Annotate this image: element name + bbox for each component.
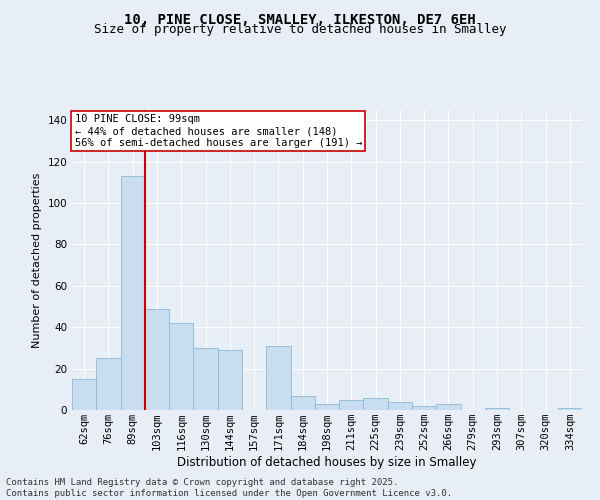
Bar: [193, 348, 218, 410]
Bar: [266, 346, 290, 410]
Bar: [364, 398, 388, 410]
Bar: [218, 350, 242, 410]
Bar: [436, 404, 461, 410]
Text: 10 PINE CLOSE: 99sqm
← 44% of detached houses are smaller (148)
56% of semi-deta: 10 PINE CLOSE: 99sqm ← 44% of detached h…: [74, 114, 362, 148]
Bar: [72, 379, 96, 410]
Bar: [145, 308, 169, 410]
Text: Size of property relative to detached houses in Smalley: Size of property relative to detached ho…: [94, 22, 506, 36]
Y-axis label: Number of detached properties: Number of detached properties: [32, 172, 42, 348]
Bar: [121, 176, 145, 410]
Bar: [290, 396, 315, 410]
Bar: [315, 404, 339, 410]
Bar: [96, 358, 121, 410]
Text: 10, PINE CLOSE, SMALLEY, ILKESTON, DE7 6EH: 10, PINE CLOSE, SMALLEY, ILKESTON, DE7 6…: [124, 12, 476, 26]
Text: Contains HM Land Registry data © Crown copyright and database right 2025.
Contai: Contains HM Land Registry data © Crown c…: [6, 478, 452, 498]
Bar: [412, 406, 436, 410]
Bar: [558, 408, 582, 410]
Bar: [485, 408, 509, 410]
Bar: [388, 402, 412, 410]
X-axis label: Distribution of detached houses by size in Smalley: Distribution of detached houses by size …: [177, 456, 477, 469]
Bar: [339, 400, 364, 410]
Bar: [169, 323, 193, 410]
